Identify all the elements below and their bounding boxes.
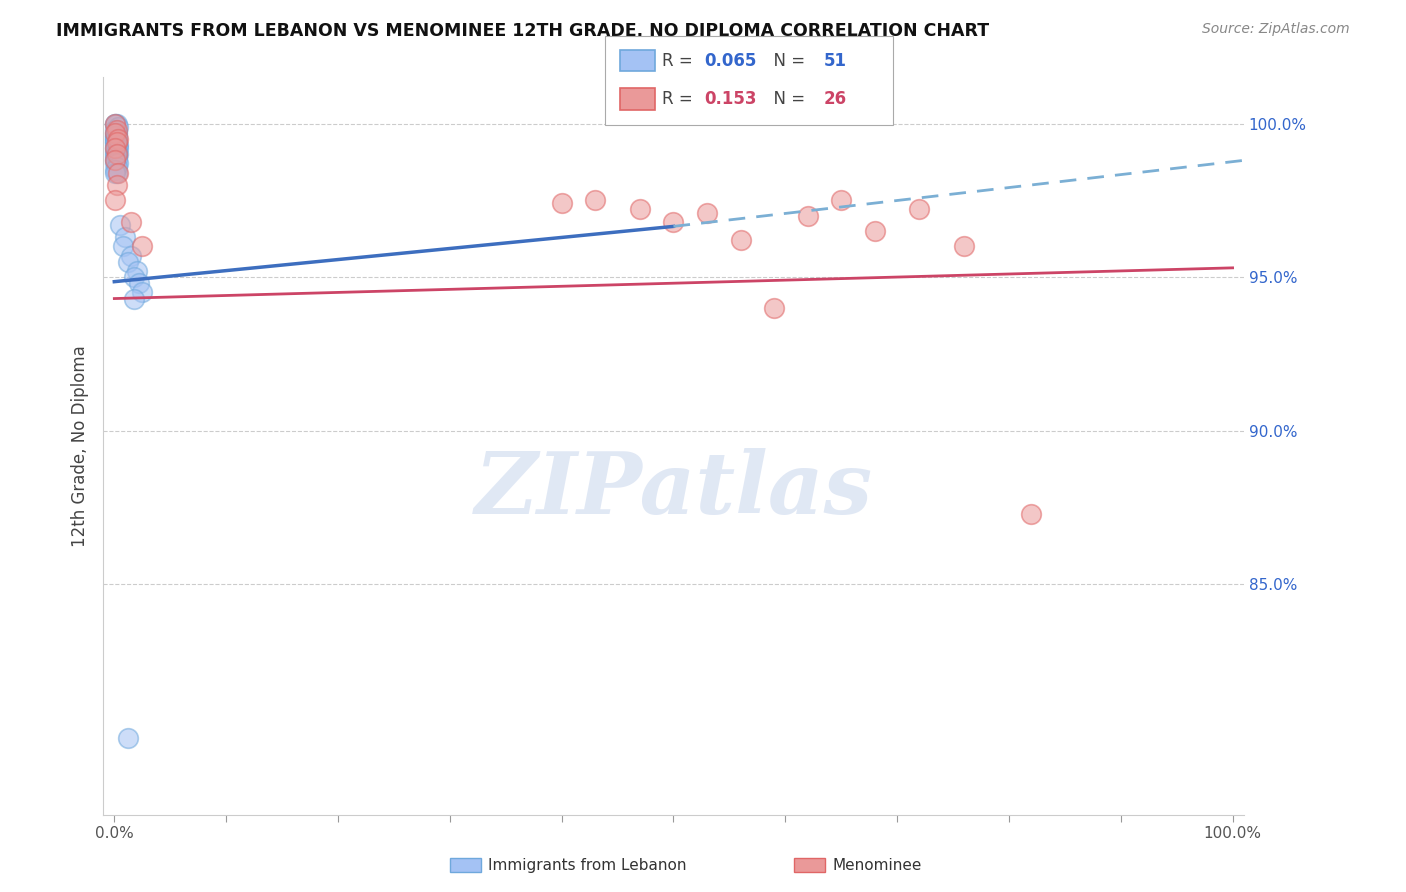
Point [628,202,651,217]
Point [120,249,142,263]
Point [107,166,129,180]
Text: Menominee: Menominee [832,858,922,872]
Point [105,147,128,161]
Point [105,138,128,153]
Point [117,731,139,745]
Point [104,153,127,168]
Point [104,166,127,180]
Point [104,132,127,146]
Point [104,141,127,155]
Point [105,126,128,140]
Point [105,153,128,168]
Point [104,126,127,140]
Point [108,218,131,232]
Point [107,132,129,146]
Point [105,138,128,153]
Point [107,141,129,155]
Point [550,196,572,211]
Point [104,141,127,155]
Point [696,205,718,219]
Point [112,239,135,253]
Point [104,153,127,168]
Point [120,215,142,229]
Point [105,132,128,146]
Point [105,141,128,155]
Point [114,230,136,244]
Point [105,126,128,140]
Point [105,135,128,149]
Point [107,156,129,170]
Text: Source: ZipAtlas.com: Source: ZipAtlas.com [1202,22,1350,37]
Point [105,116,128,130]
Point [763,301,786,315]
Point [104,126,127,140]
Point [124,292,146,306]
Point [863,224,886,238]
Point [104,116,127,130]
Point [104,116,127,130]
Point [104,128,127,143]
Point [107,120,129,134]
Point [662,215,685,229]
Point [105,144,128,158]
Text: IMMIGRANTS FROM LEBANON VS MENOMINEE 12TH GRADE, NO DIPLOMA CORRELATION CHART: IMMIGRANTS FROM LEBANON VS MENOMINEE 12T… [56,22,990,40]
Point [104,135,127,149]
Text: 51: 51 [824,52,846,70]
Point [107,147,129,161]
Point [105,128,128,143]
Point [124,270,146,285]
Point [105,147,128,161]
Point [125,264,148,278]
Point [908,202,931,217]
Point [105,178,128,192]
Point [1021,507,1043,521]
Text: ZIPatlas: ZIPatlas [474,449,873,532]
Point [117,254,139,268]
Point [105,150,128,164]
Text: N =: N = [763,90,811,108]
Text: Immigrants from Lebanon: Immigrants from Lebanon [488,858,686,872]
Point [128,276,150,290]
Point [105,135,128,149]
Text: 0.153: 0.153 [704,90,756,108]
Y-axis label: 12th Grade, No Diploma: 12th Grade, No Diploma [72,345,89,547]
Point [583,194,606,208]
Point [131,239,153,253]
Point [104,116,127,130]
Point [830,194,852,208]
Point [105,132,128,146]
Text: R =: R = [662,52,699,70]
Point [104,138,127,153]
Point [104,135,127,149]
Point [104,144,127,158]
Point [104,128,127,143]
Point [105,122,128,136]
Point [730,233,752,247]
Text: R =: R = [662,90,699,108]
Point [105,160,128,174]
Point [953,239,976,253]
Point [105,166,128,180]
Point [131,285,153,300]
Point [104,194,127,208]
Text: 26: 26 [824,90,846,108]
Point [104,156,127,170]
Text: N =: N = [763,52,811,70]
Point [107,138,129,153]
Point [104,122,127,136]
Point [104,162,127,177]
Point [796,209,818,223]
Text: 0.065: 0.065 [704,52,756,70]
Point [104,147,127,161]
Point [104,150,127,164]
Point [104,132,127,146]
